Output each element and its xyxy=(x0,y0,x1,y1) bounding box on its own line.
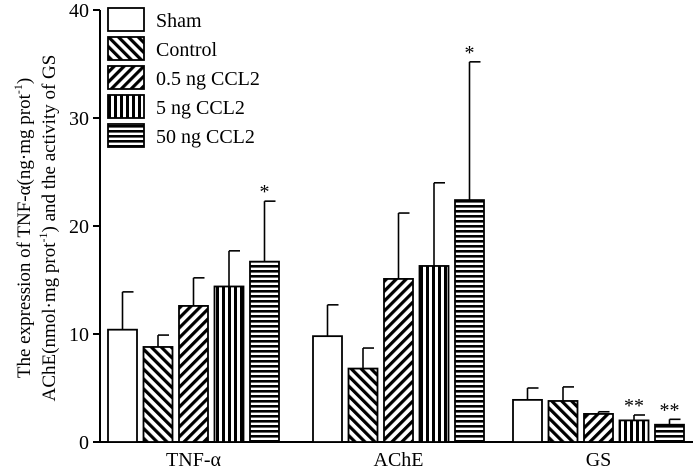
bar xyxy=(618,419,650,443)
y-tick-label: 20 xyxy=(69,216,89,238)
legend-label: 5 ng CCL2 xyxy=(156,97,245,119)
bars: **** ** xyxy=(107,42,685,443)
legend-label: 0.5 ng CCL2 xyxy=(156,68,260,90)
bar xyxy=(454,199,485,443)
legend: Sham Control 0.5 ng CCL2 5 ng CCL2 50 ng CCL… xyxy=(107,7,260,148)
bar xyxy=(547,400,579,443)
bar xyxy=(107,328,138,443)
y-tick-label: 40 xyxy=(69,0,89,22)
bar xyxy=(583,413,614,443)
bar xyxy=(512,398,543,443)
significance-mark: * xyxy=(465,42,475,64)
bar xyxy=(383,278,414,443)
bar xyxy=(249,260,280,443)
significance-mark: * xyxy=(260,181,270,203)
legend-label: Sham xyxy=(156,10,202,32)
legend-swatch xyxy=(107,65,145,90)
x-tick-labels: TNF-α AChE GS xyxy=(166,449,611,468)
legend-swatch xyxy=(107,94,145,119)
y-axis-label-line2: AChE(nmol·mg prot-1) and the activity of… xyxy=(36,55,60,402)
legend-label: 50 ng CCL2 xyxy=(156,126,255,148)
legend-swatch xyxy=(107,7,145,32)
y-tick-label: 10 xyxy=(69,324,89,346)
significance-mark: ** xyxy=(624,395,644,417)
legend-swatch xyxy=(107,36,145,61)
y-tick-label: 0 xyxy=(79,432,89,454)
significance-mark: ** xyxy=(660,399,680,421)
bar xyxy=(142,346,174,443)
legend-swatch xyxy=(107,123,145,148)
bar xyxy=(418,265,450,443)
bar xyxy=(312,335,343,443)
legend-label: Control xyxy=(156,39,218,61)
y-tick-label: 30 xyxy=(69,108,89,130)
bar xyxy=(654,423,685,443)
x-tick-label: GS xyxy=(586,449,612,468)
bar xyxy=(178,305,209,443)
x-tick-label: TNF-α xyxy=(166,449,221,468)
x-tick-label: AChE xyxy=(374,449,424,468)
bar xyxy=(347,367,379,443)
bar xyxy=(213,285,245,443)
y-axis-label-line1: The expression of TNF-α(ng·mg prot-1) xyxy=(11,78,35,378)
